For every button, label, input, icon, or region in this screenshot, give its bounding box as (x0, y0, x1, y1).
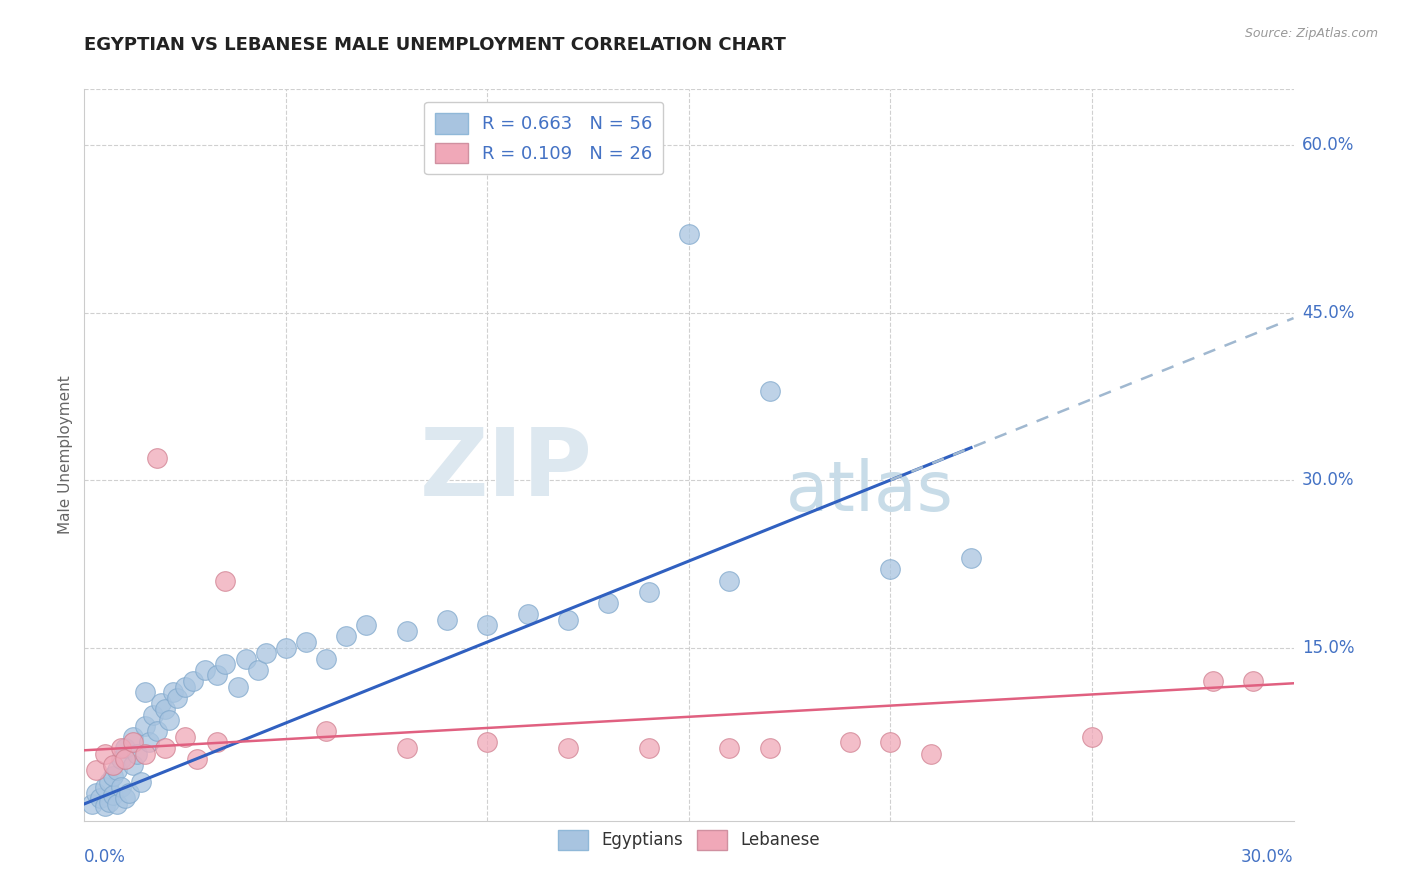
Point (315, 724, 337, 739)
Point (246, 663, 269, 677)
Point (114, 741, 136, 756)
Text: ZIP: ZIP (419, 424, 592, 516)
Text: 30.0%: 30.0% (1302, 471, 1354, 489)
Point (839, 735, 862, 749)
Point (174, 730, 197, 744)
Point (678, 227, 700, 242)
Point (477, 735, 499, 749)
Point (118, 786, 141, 800)
Point (114, 752, 136, 766)
Point (153, 702, 176, 716)
Text: 0.0%: 0.0% (84, 848, 127, 866)
Point (93, 780, 115, 794)
Point (637, 741, 659, 756)
Text: 60.0%: 60.0% (1302, 136, 1354, 154)
Point (436, 613, 458, 627)
Point (121, 730, 143, 744)
Point (758, 384, 780, 398)
Point (207, 735, 229, 749)
Point (960, 551, 983, 566)
Point (82, 797, 104, 811)
Point (157, 713, 180, 727)
Point (134, 719, 156, 733)
Point (97, 774, 120, 789)
Legend: Egyptians, Lebanese: Egyptians, Lebanese (551, 823, 827, 856)
Text: 30.0%: 30.0% (1241, 848, 1294, 866)
Point (146, 450, 169, 465)
Point (274, 640, 297, 655)
Point (121, 757, 143, 772)
Point (93, 747, 115, 761)
Point (557, 613, 579, 627)
Point (114, 791, 136, 805)
Point (174, 680, 197, 694)
Point (295, 635, 318, 649)
Point (110, 780, 132, 794)
Point (101, 757, 124, 772)
Point (598, 596, 620, 610)
Point (149, 697, 172, 711)
Point (395, 624, 418, 638)
Point (879, 562, 901, 576)
Text: 45.0%: 45.0% (1302, 303, 1354, 321)
Point (557, 741, 579, 756)
Point (93, 799, 115, 814)
Point (335, 629, 357, 643)
Point (105, 764, 128, 778)
Point (110, 741, 132, 756)
Point (153, 741, 176, 756)
Point (315, 651, 337, 665)
Point (134, 685, 156, 699)
Point (97, 795, 120, 809)
Point (186, 752, 208, 766)
Point (101, 769, 124, 783)
Point (101, 788, 124, 802)
Point (86, 764, 108, 778)
Point (214, 574, 236, 588)
Text: Source: ZipAtlas.com: Source: ZipAtlas.com (1244, 27, 1378, 40)
Text: 15.0%: 15.0% (1302, 639, 1354, 657)
Point (637, 584, 659, 599)
Point (1241, 674, 1264, 689)
Point (920, 747, 942, 761)
Point (146, 724, 169, 739)
Point (142, 707, 165, 722)
Point (226, 680, 249, 694)
Point (89, 791, 111, 805)
Point (254, 646, 277, 660)
Point (516, 607, 538, 621)
Point (166, 690, 188, 705)
Point (1081, 730, 1104, 744)
Point (138, 735, 160, 749)
Point (214, 657, 236, 672)
Point (110, 752, 132, 766)
Point (477, 618, 499, 632)
Point (194, 663, 217, 677)
Point (121, 735, 143, 749)
Point (758, 741, 780, 756)
Text: atlas: atlas (786, 458, 953, 525)
Text: EGYPTIAN VS LEBANESE MALE UNEMPLOYMENT CORRELATION CHART: EGYPTIAN VS LEBANESE MALE UNEMPLOYMENT C… (84, 36, 786, 54)
Point (879, 735, 901, 749)
Y-axis label: Male Unemployment: Male Unemployment (58, 376, 73, 534)
Point (105, 797, 128, 811)
Point (134, 747, 156, 761)
Point (718, 741, 741, 756)
Point (181, 674, 204, 689)
Point (86, 786, 108, 800)
Point (356, 618, 378, 632)
Point (235, 651, 257, 665)
Point (1202, 674, 1225, 689)
Point (207, 668, 229, 682)
Point (718, 574, 741, 588)
Point (162, 685, 184, 699)
Point (395, 741, 418, 756)
Point (129, 774, 152, 789)
Point (125, 747, 148, 761)
